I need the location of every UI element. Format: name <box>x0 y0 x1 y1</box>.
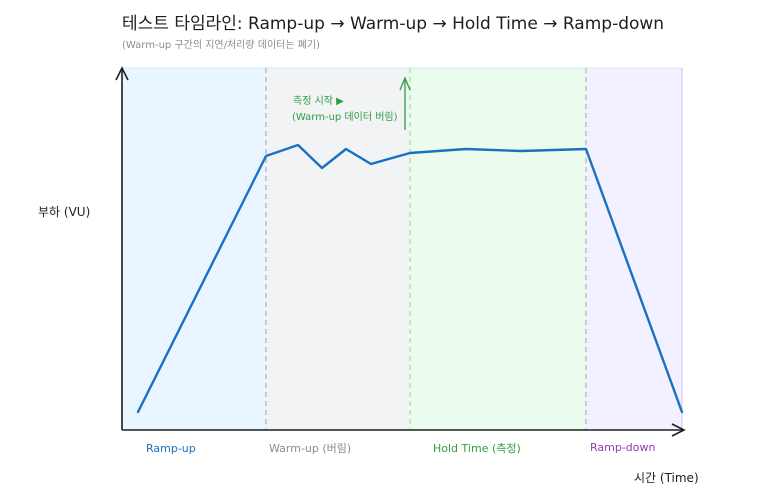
diagram-subtitle: (Warm-up 구간의 지연/처리량 데이터는 폐기) <box>122 39 320 51</box>
y-axis-label: 부하 (VU) <box>38 205 90 219</box>
annotation-line1: 측정 시작 ▶ <box>293 95 344 107</box>
phase-label-hold-time: Hold Time (측정) <box>433 442 521 455</box>
phase-label-ramp-up: Ramp-up <box>146 442 196 455</box>
diagram-title: 테스트 타임라인: Ramp-up → Warm-up → Hold Time … <box>122 14 664 34</box>
x-axis-label: 시간 (Time) <box>634 471 699 485</box>
x-axis-arrow-icon <box>671 423 686 437</box>
annotation-line2: (Warm-up 데이터 버림) <box>292 111 398 123</box>
up-arrow-icon <box>399 76 411 91</box>
phase-label-ramp-down: Ramp-down <box>590 441 656 454</box>
load-line <box>136 143 684 414</box>
phase-band-warm-up <box>266 68 410 430</box>
phase-band-hold-time <box>410 68 586 430</box>
phase-label-warm-up: Warm-up (버림) <box>269 442 351 455</box>
y-axis-arrow-icon <box>115 66 129 81</box>
phase-band-ramp-up <box>122 68 266 430</box>
